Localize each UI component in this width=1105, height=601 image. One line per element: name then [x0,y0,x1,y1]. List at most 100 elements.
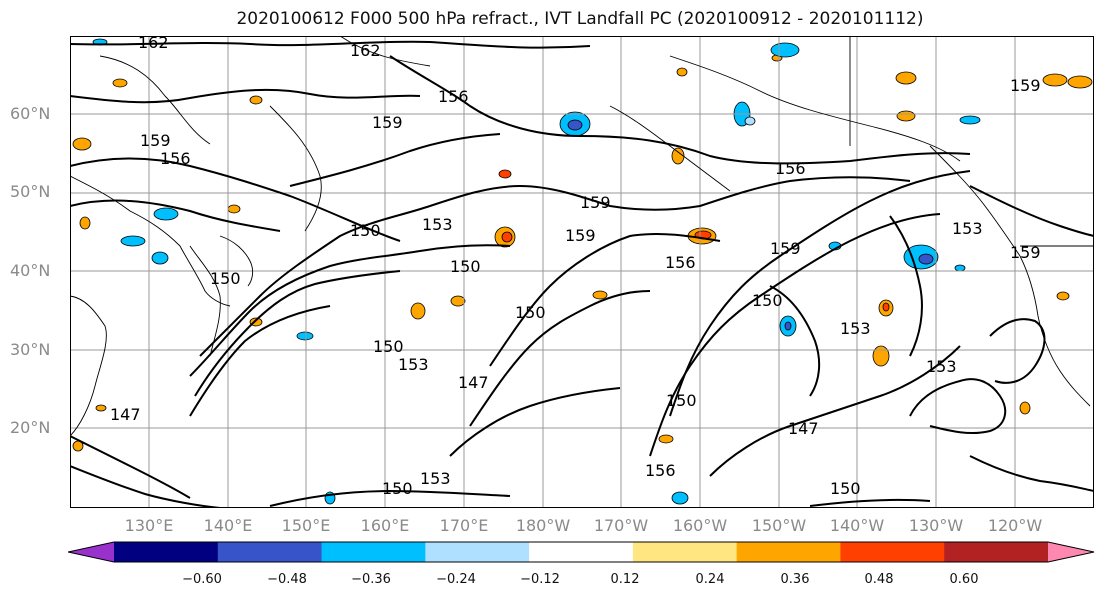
shade-patch [296,331,314,341]
colorbar-tick: 0.24 [695,572,725,587]
contour-line [469,290,651,427]
contour-line [649,213,941,457]
contour-line [809,498,931,507]
contour-label: 156 [438,87,469,106]
shade-patch [959,115,981,125]
contour-label: 159 [565,226,596,245]
shade-patch [1067,75,1093,89]
contour-line [199,176,911,357]
shade-patch [744,116,756,126]
shade-patch [882,302,890,312]
map-panel: 162 162 159 156 159 159 156 159 156 150 … [70,36,1094,508]
contour-label: 153 [840,319,871,338]
shade-patch [954,264,966,272]
shade-patch [671,147,685,165]
colorbar-segment [1048,542,1094,562]
contour-line [709,345,961,477]
contour-label: 162 [138,36,169,52]
lon-label-170w: 170°W [593,516,649,535]
lat-label-30n: 30°N [10,340,51,359]
contour-label: 153 [952,219,983,238]
colorbar-segment [68,542,114,562]
contour-line [389,55,971,165]
lat-label-50n: 50°N [10,182,51,201]
colorbar-segment [321,542,426,562]
contour-label: 159 [372,113,403,132]
contour-line [70,199,281,232]
colorbar-tick: −0.12 [520,572,560,587]
lon-label-150w: 150°W [751,516,807,535]
coastline-kamchatka [269,105,322,232]
contour-line [189,244,511,377]
shade-patch [498,169,512,179]
shade-patch [658,434,674,444]
contour-label: 150 [373,337,404,356]
shade-patch [120,235,146,247]
lat-label-40n: 40°N [10,261,51,280]
contour-line [449,387,621,457]
map-canvas: 162 162 159 156 159 159 156 159 156 150 … [70,36,1094,508]
shade-patch [112,78,128,88]
lat-label-20n: 20°N [10,418,51,437]
contour-line [489,232,721,367]
colorbar-segment [529,542,634,562]
colorbar-tick: −0.36 [351,572,391,587]
shade-patch [410,302,426,320]
graticule [70,36,1094,508]
contour-label: 153 [398,355,429,374]
colorbar-tick: 0.12 [610,572,640,587]
colorbar-segment [736,542,841,562]
shade-patch [249,95,263,105]
shade-patch [784,321,792,331]
contour-label: 159 [1010,76,1041,95]
colorbar-tick: −0.24 [436,572,476,587]
contour-line [909,378,1007,435]
colorbar-tick: −0.48 [267,572,307,587]
colorbar-outline [68,541,1095,563]
contour-label: 147 [458,373,489,392]
contour-label: 156 [645,461,676,480]
shading-patches-warm [72,54,1093,452]
lat-label-60n: 60°N [10,104,51,123]
contour-label: 150 [752,291,783,310]
contour-label: 162 [350,41,381,60]
coastline-siberia [339,36,431,67]
shade-patch [1042,73,1068,87]
coastline-aleutians [609,105,731,192]
coastline-uswest [1019,255,1091,407]
shade-patch [895,71,917,85]
contour-label: 153 [422,215,453,234]
shade-patch [896,110,916,122]
coastline-asia [70,175,231,307]
contour-label: 156 [160,149,191,168]
colorbar-segments [68,541,1095,563]
colorbar-segment [217,542,323,562]
contour-label: 159 [140,131,171,150]
contour-line [269,489,511,507]
shade-patch [676,67,688,77]
shade-patch [1056,291,1070,301]
coastline-honshu [219,235,254,287]
colorbar [68,541,1095,563]
shade-patch [450,295,466,307]
shade-patch [567,119,583,131]
lon-label-160e: 160°E [360,516,410,535]
coastline-japan [189,245,221,357]
contour-line [769,285,821,397]
contour-line [194,270,401,397]
shade-patch [227,204,241,214]
shade-patch [671,491,689,505]
colorbar-tick: −0.60 [182,572,222,587]
contour-line [70,435,191,499]
coastline-bc [929,145,1021,257]
coastlines [70,36,1094,437]
contour-label: 153 [926,357,957,376]
lon-label-180w: 180°W [515,516,571,535]
contour-label: 159 [1010,243,1041,262]
contour-line [889,215,923,357]
contour-line [189,305,331,417]
contour-label: 156 [665,253,696,272]
shade-patch [770,42,800,58]
contour-label: 150 [382,479,413,498]
colorbar-segment [840,542,945,562]
